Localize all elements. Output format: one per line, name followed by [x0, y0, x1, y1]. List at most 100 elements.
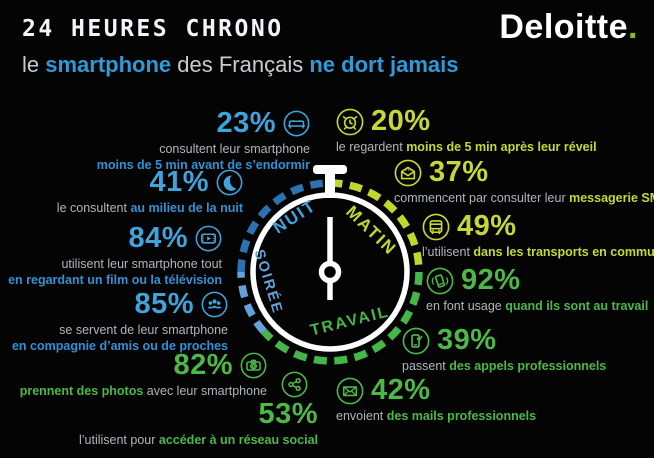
brand-green-dot: .	[628, 8, 638, 46]
stat-desc: le consultent au milieu de la nuit	[57, 200, 243, 216]
stat-after-wakeup: 20% le regardent moins de 5 min après le…	[336, 107, 597, 155]
stat-value-row: 82%	[20, 351, 267, 380]
stopwatch: NUIT MATIN TRAVAIL SOIRÉE	[225, 150, 435, 395]
clock-pivot	[318, 260, 342, 284]
stat-public-transport: 49% l’utilisent dans les transports en c…	[422, 212, 654, 260]
stat-value: 42%	[371, 374, 431, 406]
stat-value-row: 49%	[422, 212, 654, 241]
stat-sms: 37% commencent par consulter leur messag…	[394, 158, 654, 206]
stat-middle-of-night: 41% le consultent au milieu de la nuit	[57, 168, 243, 216]
desc-plain: envoient	[336, 409, 387, 423]
stat-value: 23%	[216, 107, 276, 139]
desc-plain: commencent par consulter leur	[394, 191, 570, 205]
clock-face	[250, 192, 410, 352]
stopwatch-graphic	[237, 165, 423, 365]
desc-highlight: dans les transports en commun	[473, 245, 654, 259]
moon-icon	[216, 169, 243, 196]
friends-icon	[201, 291, 228, 318]
morning-arc	[329, 179, 423, 273]
sms-icon	[394, 159, 422, 187]
desc-plain: en font usage	[426, 299, 506, 313]
desc-highlight: prennent des photos	[19, 384, 144, 398]
stat-desc: commencent par consulter leur messagerie…	[394, 190, 654, 206]
stat-value: 85%	[134, 288, 194, 320]
night-arc	[237, 179, 331, 273]
page-subtitle: le smartphone des Français ne dort jamai…	[22, 52, 459, 78]
desc-highlight: au milieu de la nuit	[130, 201, 243, 215]
desc-plain: le regardent	[336, 140, 407, 154]
brand-name: Deloitte	[499, 8, 629, 46]
stat-with-friends: 85% se servent de leur smartphone en com…	[12, 290, 228, 354]
desc-highlight: en regardant un film ou la télévision	[8, 273, 222, 287]
stat-value-row: 39%	[402, 326, 606, 355]
subtitle-plain: le	[22, 52, 46, 77]
stat-value: 82%	[173, 349, 233, 381]
page-title: 24 HEURES CHRONO	[22, 16, 284, 42]
stat-desc: prennent des photos avec leur smartphone	[20, 383, 267, 399]
stat-desc: utilisent leur smartphone tout en regard…	[8, 256, 222, 288]
crown-cap	[313, 165, 347, 174]
stat-value: 41%	[149, 166, 209, 198]
desc-highlight: des mails professionnels	[386, 409, 537, 423]
stat-desc: l’utilisent dans les transports en commu…	[422, 244, 654, 260]
stat-value-row: 92%	[426, 266, 648, 295]
phone-call-icon	[402, 327, 430, 355]
stat-value: 49%	[457, 210, 517, 242]
stat-value: 53%	[258, 398, 318, 430]
alarm-clock-icon	[336, 108, 364, 136]
evening-arc	[237, 271, 267, 335]
desc-plain: avec leur smartphone	[143, 384, 267, 398]
desc-highlight: des appels professionnels	[449, 359, 607, 373]
subtitle-plain: des Français	[171, 52, 310, 77]
work-arc	[261, 271, 423, 365]
desc-highlight: moins de 5 min avant de s’endormir	[96, 158, 310, 172]
stat-value: 92%	[461, 264, 521, 296]
subtitle-highlight: ne dort jamais	[309, 52, 459, 77]
stat-pro-calls: 39% passent des appels professionnels	[402, 326, 606, 374]
stat-desc: envoient des mails professionnels	[336, 408, 536, 424]
stat-value: 37%	[429, 156, 489, 188]
stat-value: 20%	[371, 105, 431, 137]
stat-value-row: 20%	[336, 107, 597, 136]
stat-value-row: 37%	[394, 158, 654, 187]
stat-desc: le regardent moins de 5 min après leur r…	[336, 139, 597, 155]
desc-plain: utilisent leur smartphone tout	[61, 257, 222, 271]
mail-icon	[336, 377, 364, 405]
camera-icon	[240, 352, 267, 379]
stat-value: 39%	[437, 324, 497, 356]
stat-desc: consultent leur smartphone moins de 5 mi…	[97, 141, 310, 173]
stat-desc: se servent de leur smartphone en compagn…	[12, 322, 228, 354]
stat-pro-mails: 42% envoient des mails professionnels	[336, 376, 536, 424]
desc-highlight: messagerie SMS	[569, 191, 654, 205]
desc-highlight: moins de 5 min après leur réveil	[406, 140, 597, 154]
stat-desc: en font usage quand ils sont au travail	[426, 298, 648, 314]
desc-highlight: quand ils sont au travail	[505, 299, 649, 313]
desc-plain: le consultent	[56, 201, 131, 215]
video-icon	[195, 225, 222, 252]
stat-value: 84%	[128, 222, 188, 254]
desc-plain: se servent de leur smartphone	[59, 323, 228, 337]
deloitte-logo: Deloitte.	[499, 8, 638, 47]
stat-at-work: 92% en font usage quand ils sont au trav…	[426, 266, 648, 314]
stat-tv-film: 84% utilisent leur smartphone tout en re…	[8, 224, 222, 288]
stat-value-row: 41%	[57, 168, 243, 197]
stat-value-row: 42%	[336, 376, 536, 405]
desc-plain: l’utilisent pour	[78, 433, 159, 447]
stat-value-row: 85%	[12, 290, 228, 319]
bus-icon	[422, 213, 450, 241]
desc-plain: consultent leur smartphone	[159, 142, 310, 156]
stat-desc: l’utilisent pour accéder à un réseau soc…	[79, 432, 318, 448]
share-icon	[281, 371, 308, 398]
stat-value-row: 23%	[97, 109, 310, 138]
stat-social-network: 53% l’utilisent pour accéder à un réseau…	[79, 371, 318, 448]
crown-stem	[325, 172, 335, 198]
stat-desc: passent des appels professionnels	[402, 358, 606, 374]
desc-plain: passent	[402, 359, 450, 373]
desc-plain: l’utilisent	[422, 245, 474, 259]
phone-vibrate-icon	[426, 267, 454, 295]
bed-icon	[283, 110, 310, 137]
stat-photos: 82% prennent des photos avec leur smartp…	[20, 351, 267, 399]
stat-before-sleep: 23% consultent leur smartphone moins de …	[97, 109, 310, 173]
subtitle-highlight: smartphone	[45, 52, 172, 77]
